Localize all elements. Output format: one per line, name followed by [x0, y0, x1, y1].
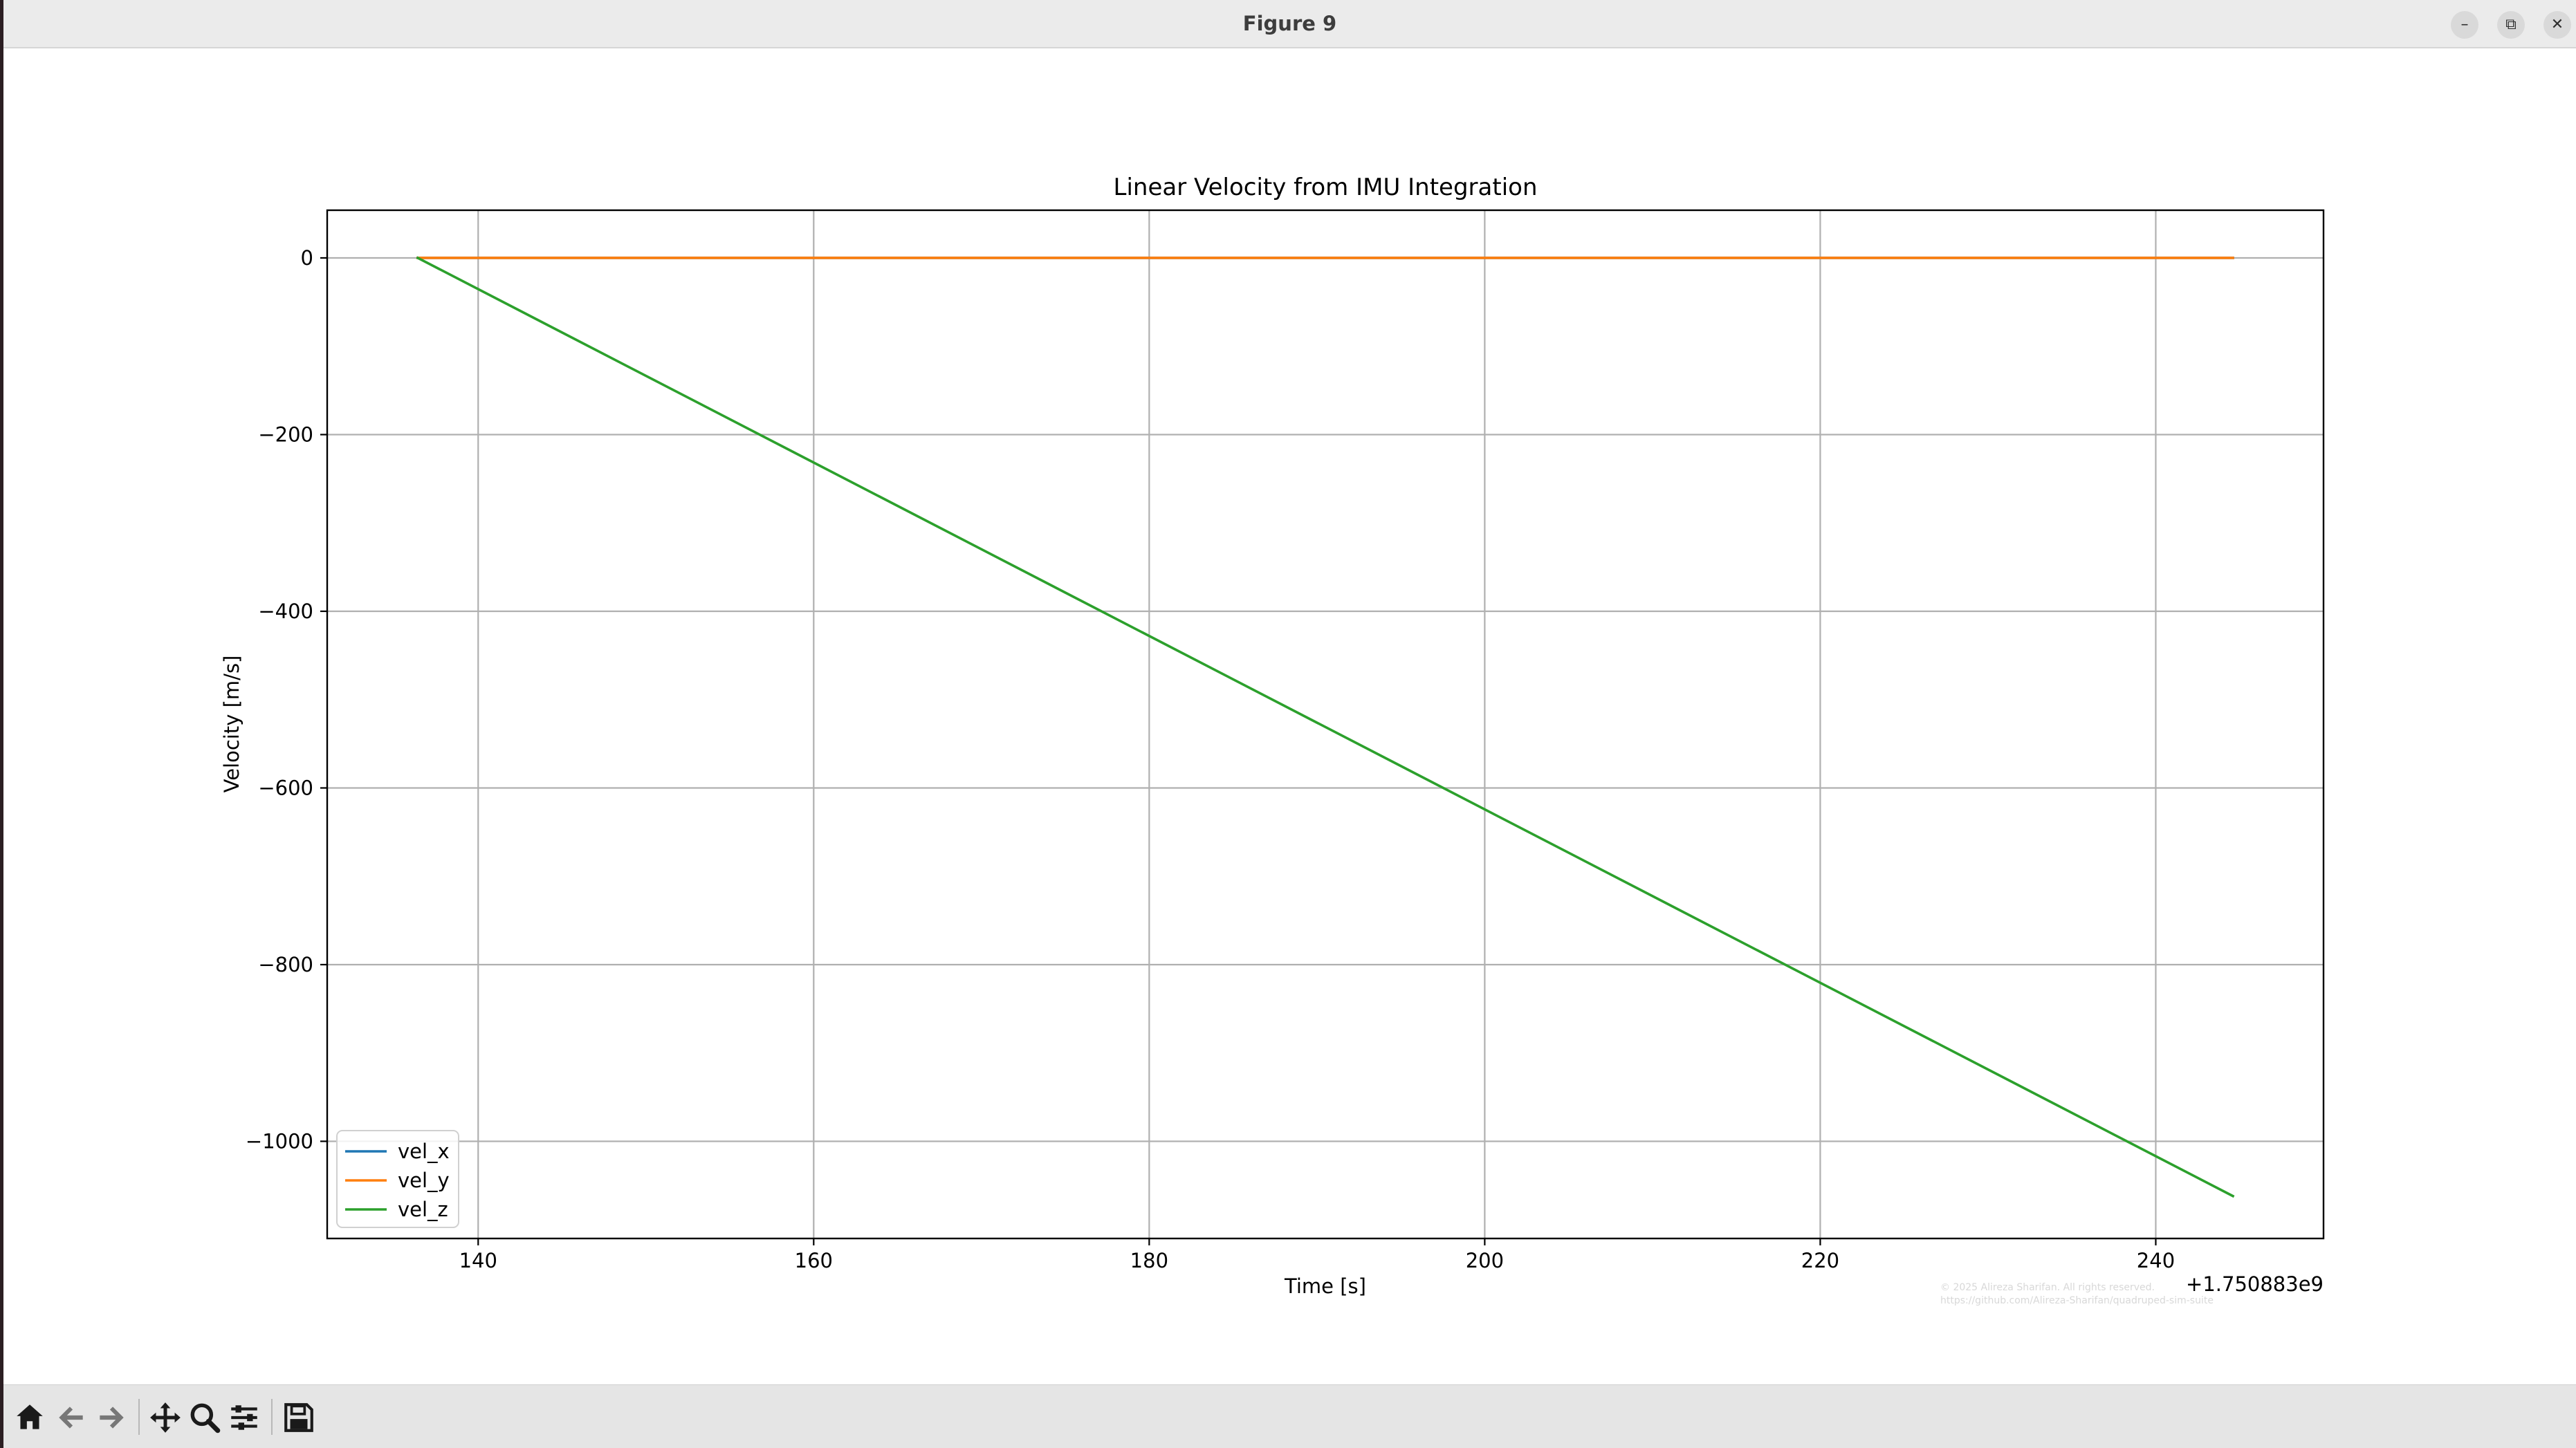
axes-frame: [326, 209, 2325, 1240]
x-tick-label: 140: [459, 1249, 497, 1272]
window-title: Figure 9: [1242, 12, 1337, 35]
y-axis-label: Velocity [m/s]: [220, 656, 243, 793]
zoom-icon: [190, 1403, 221, 1433]
back-icon: [59, 1407, 83, 1429]
y-tick-label: 0: [301, 246, 313, 270]
back-button[interactable]: [54, 1400, 89, 1435]
navigation-toolbar: [3, 1384, 2576, 1448]
window-left-edge: [0, 0, 3, 1448]
y-tick-label: −1000: [246, 1129, 313, 1153]
toolbar-separator: [138, 1399, 140, 1435]
title-bar[interactable]: Figure 9 – ⧉ ✕: [3, 0, 2576, 48]
legend-box: [336, 1130, 459, 1228]
x-tick-label: 160: [795, 1249, 833, 1272]
toolbar-separator: [271, 1399, 273, 1435]
figure-canvas[interactable]: © 2025 Alireza Sharifan. All rights rese…: [3, 48, 2576, 1384]
home-button[interactable]: [12, 1400, 47, 1435]
y-tick-label: −200: [258, 423, 313, 446]
x-axis-label: Time [s]: [1284, 1274, 1366, 1298]
x-tick-label: 240: [2137, 1249, 2175, 1272]
save-icon: [284, 1403, 313, 1432]
save-button[interactable]: [282, 1400, 316, 1435]
legend-label: vel_x: [398, 1140, 450, 1163]
chart-title: Linear Velocity from IMU Integration: [1114, 174, 1538, 201]
x-tick-label: 180: [1130, 1249, 1168, 1272]
forward-icon: [100, 1407, 124, 1429]
configure-subplots-button[interactable]: [227, 1400, 261, 1435]
series-line-vel_z: [416, 256, 2235, 1198]
watermark-text: © 2025 Alireza Sharifan. All rights rese…: [1940, 1282, 2155, 1293]
legend-label: vel_z: [398, 1198, 448, 1221]
pan-button[interactable]: [148, 1400, 183, 1435]
configure-subplots-icon: [231, 1405, 257, 1430]
minimize-button[interactable]: –: [2451, 11, 2478, 39]
legend-label: vel_y: [398, 1169, 450, 1192]
forward-button[interactable]: [94, 1400, 129, 1435]
home-icon: [17, 1404, 43, 1429]
watermark-text: https://github.com/Alireza-Sharifan/quad…: [1940, 1295, 2214, 1306]
pan-icon: [150, 1402, 181, 1433]
restore-button[interactable]: ⧉: [2497, 11, 2525, 39]
zoom-button[interactable]: [187, 1400, 222, 1435]
x-offset-label: +1.750883e9: [2186, 1272, 2324, 1296]
y-tick-label: −400: [258, 600, 313, 623]
x-tick-label: 200: [1466, 1249, 1504, 1272]
y-tick-label: −600: [258, 776, 313, 799]
x-tick-label: 220: [1801, 1249, 1839, 1272]
close-button[interactable]: ✕: [2543, 11, 2571, 39]
line-chart[interactable]: © 2025 Alireza Sharifan. All rights rese…: [3, 48, 2576, 1384]
y-tick-label: −800: [258, 953, 313, 976]
